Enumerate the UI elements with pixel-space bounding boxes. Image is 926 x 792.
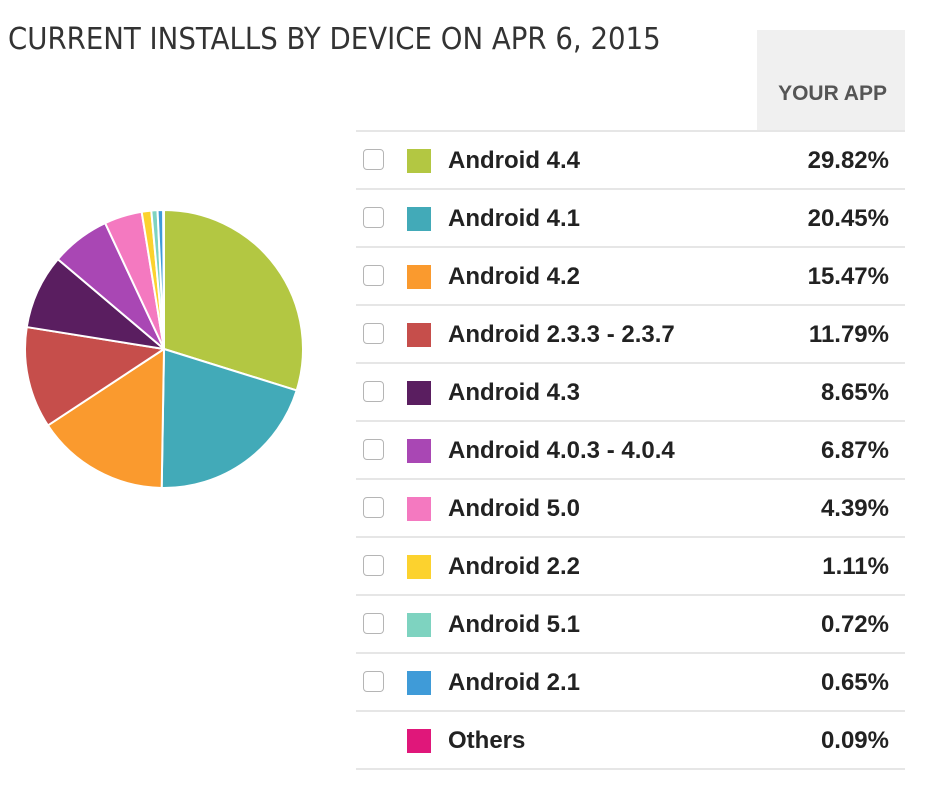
legend-value: 15.47%: [807, 263, 889, 290]
legend-swatch: [407, 381, 431, 405]
legend-label: Android 2.3.3 - 2.3.7: [448, 321, 675, 348]
series-checkbox[interactable]: [363, 439, 384, 460]
legend-row: Android 4.0.3 - 4.0.4 6.87%: [356, 422, 905, 480]
series-checkbox[interactable]: [363, 149, 384, 170]
legend-row: Android 2.3.3 - 2.3.7 11.79%: [356, 306, 905, 364]
legend-row: Android 2.2 1.11%: [356, 538, 905, 596]
series-checkbox[interactable]: [363, 613, 384, 634]
legend-swatch: [407, 497, 431, 521]
legend-row: Android 4.2 15.47%: [356, 248, 905, 306]
legend-row: Android 2.1 0.65%: [356, 654, 905, 712]
legend-value: 4.39%: [820, 495, 889, 522]
legend-row: Android 5.1 0.72%: [356, 596, 905, 654]
legend-label: Android 4.4: [448, 147, 581, 174]
legend-value: 0.09%: [820, 727, 889, 754]
legend-label: Others: [448, 727, 526, 754]
chart-title: CURRENT INSTALLS BY DEVICE ON APR 6, 201…: [8, 22, 661, 57]
legend-value: 1.11%: [822, 553, 889, 580]
legend-swatch: [407, 149, 431, 173]
legend-swatch: [407, 439, 431, 463]
pie-slice: [46, 348, 165, 489]
legend-table: Android 4.4 29.82% Android 4.1 20.45% Androi…: [356, 130, 905, 770]
series-checkbox[interactable]: [363, 323, 384, 344]
series-checkbox[interactable]: [363, 497, 384, 518]
legend-row: Android 5.0 4.39%: [356, 480, 905, 538]
legend-label: Android 2.1: [448, 669, 581, 696]
legend-value: 6.87%: [820, 437, 889, 464]
legend-swatch: [407, 555, 431, 579]
legend-value: 29.82%: [807, 147, 889, 174]
legend-value: 11.79%: [808, 321, 889, 348]
legend-swatch: [407, 613, 431, 637]
column-header-label: YOUR APP: [778, 82, 887, 105]
legend-row: Android 4.1 20.45%: [356, 190, 905, 248]
series-checkbox[interactable]: [363, 555, 384, 576]
legend-value: 0.72%: [820, 611, 889, 638]
series-checkbox[interactable]: [363, 207, 384, 228]
legend-value: 0.65%: [820, 669, 889, 696]
legend-swatch: [407, 207, 431, 231]
legend-label: Android 5.1: [448, 611, 581, 638]
pie-slice: [163, 209, 304, 392]
legend-swatch: [407, 729, 431, 753]
legend-value: 8.65%: [820, 379, 889, 406]
legend-swatch: [407, 265, 431, 289]
legend-label: Android 4.3: [448, 379, 581, 406]
legend-swatch: [407, 671, 431, 695]
legend-label: Android 5.0: [448, 495, 581, 522]
series-checkbox[interactable]: [363, 671, 384, 692]
series-checkbox[interactable]: [363, 381, 384, 402]
legend-label: Android 4.2: [448, 263, 581, 290]
legend-row: Android 4.3 8.65%: [356, 364, 905, 422]
legend-label: Android 2.2: [448, 553, 581, 580]
pie-slice: [162, 208, 165, 350]
legend-value: 20.45%: [807, 205, 889, 232]
series-checkbox[interactable]: [363, 265, 384, 286]
legend-row: Android 4.4 29.82%: [356, 132, 905, 190]
legend-label: Android 4.0.3 - 4.0.4: [448, 437, 675, 464]
pie-slice: [160, 348, 298, 489]
legend-row: Others 0.09%: [356, 712, 905, 770]
pie-chart: [24, 208, 304, 489]
legend-swatch: [407, 323, 431, 347]
column-header: YOUR APP: [757, 30, 905, 131]
legend-label: Android 4.1: [448, 205, 581, 232]
pie-slice: [24, 326, 165, 427]
